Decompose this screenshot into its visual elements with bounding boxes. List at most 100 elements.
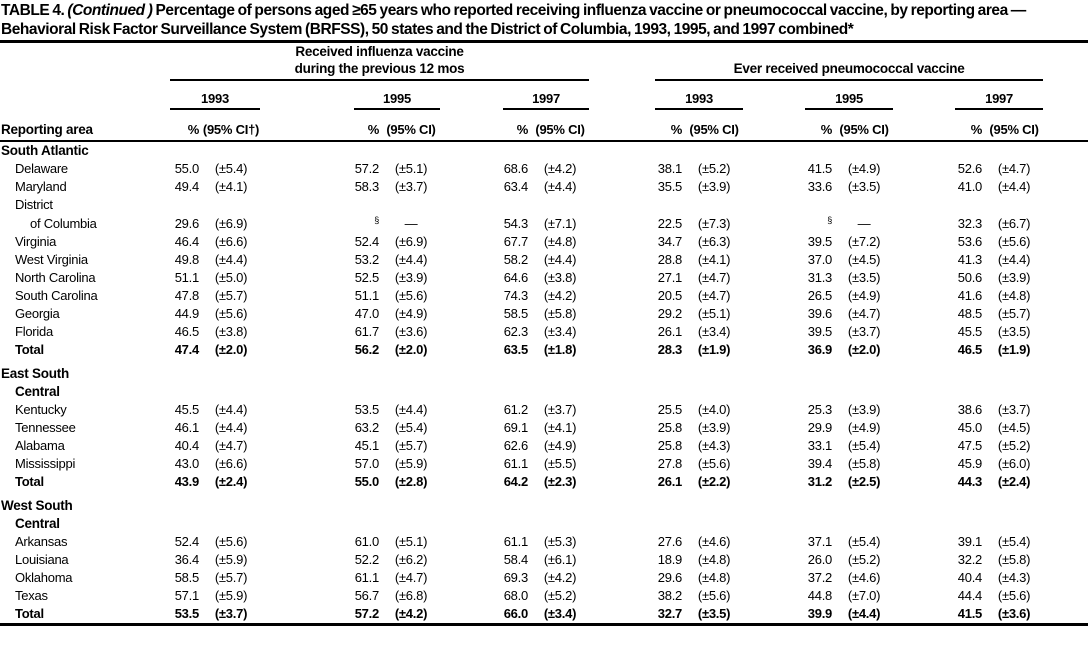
cell-ci: (±5.3) bbox=[543, 534, 577, 549]
cell-ci: (±3.6) bbox=[997, 606, 1031, 621]
table-row: Virginia 46.4 (±6.6) 52.4 (±6.9) 67.7 (±4.8) 34… bbox=[0, 233, 1088, 251]
cell-ci: (±5.4) bbox=[847, 534, 881, 549]
spacer-cell bbox=[589, 323, 655, 341]
spacer-cell bbox=[743, 214, 805, 233]
cell-pct: 28.8 bbox=[657, 252, 683, 267]
footnote-mark: § bbox=[374, 215, 379, 225]
row-label: Texas bbox=[15, 588, 48, 603]
cell-ci: (±3.7) bbox=[214, 606, 248, 621]
row-label: Kentucky bbox=[15, 402, 67, 417]
cell-pct: 38.2 bbox=[657, 588, 683, 603]
cell-pct: 46.1 bbox=[174, 420, 200, 435]
cell-pct: 29.6 bbox=[657, 570, 683, 585]
cell-pct: 47.8 bbox=[174, 288, 200, 303]
cell-ci: (±5.6) bbox=[997, 588, 1031, 603]
cell-pct: 52.6 bbox=[957, 161, 983, 176]
cell-pct: 33.6 bbox=[807, 179, 833, 194]
section-title: East South bbox=[1, 366, 70, 381]
cell-ci: (±7.0) bbox=[847, 588, 881, 603]
spacer-cell bbox=[260, 419, 354, 437]
trail-cell bbox=[1043, 305, 1088, 323]
ci-header: (95% CI) bbox=[685, 109, 744, 142]
cell-pct: 51.1 bbox=[174, 270, 200, 285]
spacer-cell bbox=[260, 178, 354, 196]
cell-ci: (±2.0) bbox=[847, 342, 881, 357]
trail-cell bbox=[1043, 287, 1088, 305]
ci-header: (95% CI) bbox=[835, 109, 894, 142]
cell-ci: (±4.9) bbox=[847, 288, 881, 303]
spacer-cell bbox=[260, 437, 354, 455]
spacer-cell bbox=[589, 473, 655, 491]
cell-pct: 45.0 bbox=[957, 420, 983, 435]
pct-header: % bbox=[805, 109, 836, 142]
trail-cell bbox=[1043, 605, 1088, 625]
cell-pct: 46.4 bbox=[174, 234, 200, 249]
spacer-cell bbox=[440, 178, 503, 196]
cell-ci: (±3.4) bbox=[543, 324, 577, 339]
cell-ci: (±4.7) bbox=[997, 161, 1031, 176]
spacer-cell bbox=[440, 233, 503, 251]
trail-cell bbox=[1043, 233, 1088, 251]
spacer-cell bbox=[893, 551, 955, 569]
spacer-cell bbox=[260, 233, 354, 251]
cell-ci: (±4.1) bbox=[697, 252, 731, 267]
cell-pct: 48.5 bbox=[957, 306, 983, 321]
influenza-group-header: Received influenza vaccine during the pr… bbox=[170, 41, 590, 81]
spacer-cell bbox=[440, 160, 503, 178]
spacer-cell bbox=[743, 178, 805, 196]
cell-pct: 25.8 bbox=[657, 438, 683, 453]
cell-pct: 27.6 bbox=[657, 534, 683, 549]
table-row: South Carolina 47.8 (±5.7) 51.1 (±5.6) 74.3 (±… bbox=[0, 287, 1088, 305]
cell-pct: 63.5 bbox=[503, 342, 529, 357]
cell-pct: 55.0 bbox=[354, 474, 380, 489]
pct-header: % bbox=[170, 109, 202, 142]
row-label: Delaware bbox=[15, 161, 68, 176]
cell-pct: 20.5 bbox=[657, 288, 683, 303]
spacer-cell bbox=[893, 419, 955, 437]
cell-ci: (±2.8) bbox=[394, 474, 428, 489]
row-label: Maryland bbox=[15, 179, 67, 194]
cell-ci: (±4.7) bbox=[697, 288, 731, 303]
spacer-cell bbox=[589, 251, 655, 269]
spacer-cell bbox=[440, 323, 503, 341]
section-header-row: West South bbox=[0, 491, 1088, 515]
spacer-cell bbox=[440, 437, 503, 455]
cell-pct: 35.5 bbox=[657, 179, 683, 194]
cell-ci: (±5.4) bbox=[394, 420, 428, 435]
spacer-cell bbox=[743, 160, 805, 178]
row-label: Florida bbox=[15, 324, 53, 339]
cell-pct: 57.0 bbox=[354, 456, 380, 471]
spacer-cell bbox=[743, 455, 805, 473]
cell-ci: (±3.7) bbox=[997, 402, 1031, 417]
cell-pct: 52.4 bbox=[174, 534, 200, 549]
table-row: Total 43.9 (±2.4) 55.0 (±2.8) 64.2 (±2.3) 26.1 (… bbox=[0, 473, 1088, 491]
cell-pct: 57.2 bbox=[354, 161, 380, 176]
cell-pct: 45.9 bbox=[957, 456, 983, 471]
spacer-cell bbox=[589, 214, 655, 233]
spacer-cell bbox=[440, 401, 503, 419]
spacer-cell bbox=[589, 341, 655, 359]
section-header-row: Central bbox=[0, 383, 1088, 401]
ci-header: (95% CI) bbox=[531, 109, 590, 142]
cell-ci: (±5.9) bbox=[214, 588, 248, 603]
table-row: West Virginia 49.8 (±4.4) 53.2 (±4.4) 58.2 (±4… bbox=[0, 251, 1088, 269]
cell-pct: 31.2 bbox=[807, 474, 833, 489]
cell-pct: 45.5 bbox=[174, 402, 200, 417]
cell-ci: (±5.2) bbox=[697, 161, 731, 176]
cell-pct: 68.0 bbox=[503, 588, 529, 603]
reporting-area-header: Reporting area bbox=[0, 41, 170, 142]
table-row: Total 47.4 (±2.0) 56.2 (±2.0) 63.5 (±1.8) 28.3 (… bbox=[0, 341, 1088, 359]
cell-ci: (±4.7) bbox=[697, 270, 731, 285]
row-label: Alabama bbox=[15, 438, 65, 453]
cell-ci: (±6.2) bbox=[394, 552, 428, 567]
spacer-cell bbox=[743, 287, 805, 305]
cell-pct: 46.5 bbox=[957, 342, 983, 357]
cell-pct: 41.5 bbox=[957, 606, 983, 621]
spacer-cell bbox=[260, 587, 354, 605]
cell-ci: (±3.9) bbox=[697, 179, 731, 194]
pct-header: % bbox=[503, 109, 531, 142]
cell-ci: (±5.1) bbox=[697, 306, 731, 321]
cell-pct: § bbox=[805, 214, 835, 233]
spacer-cell bbox=[893, 587, 955, 605]
